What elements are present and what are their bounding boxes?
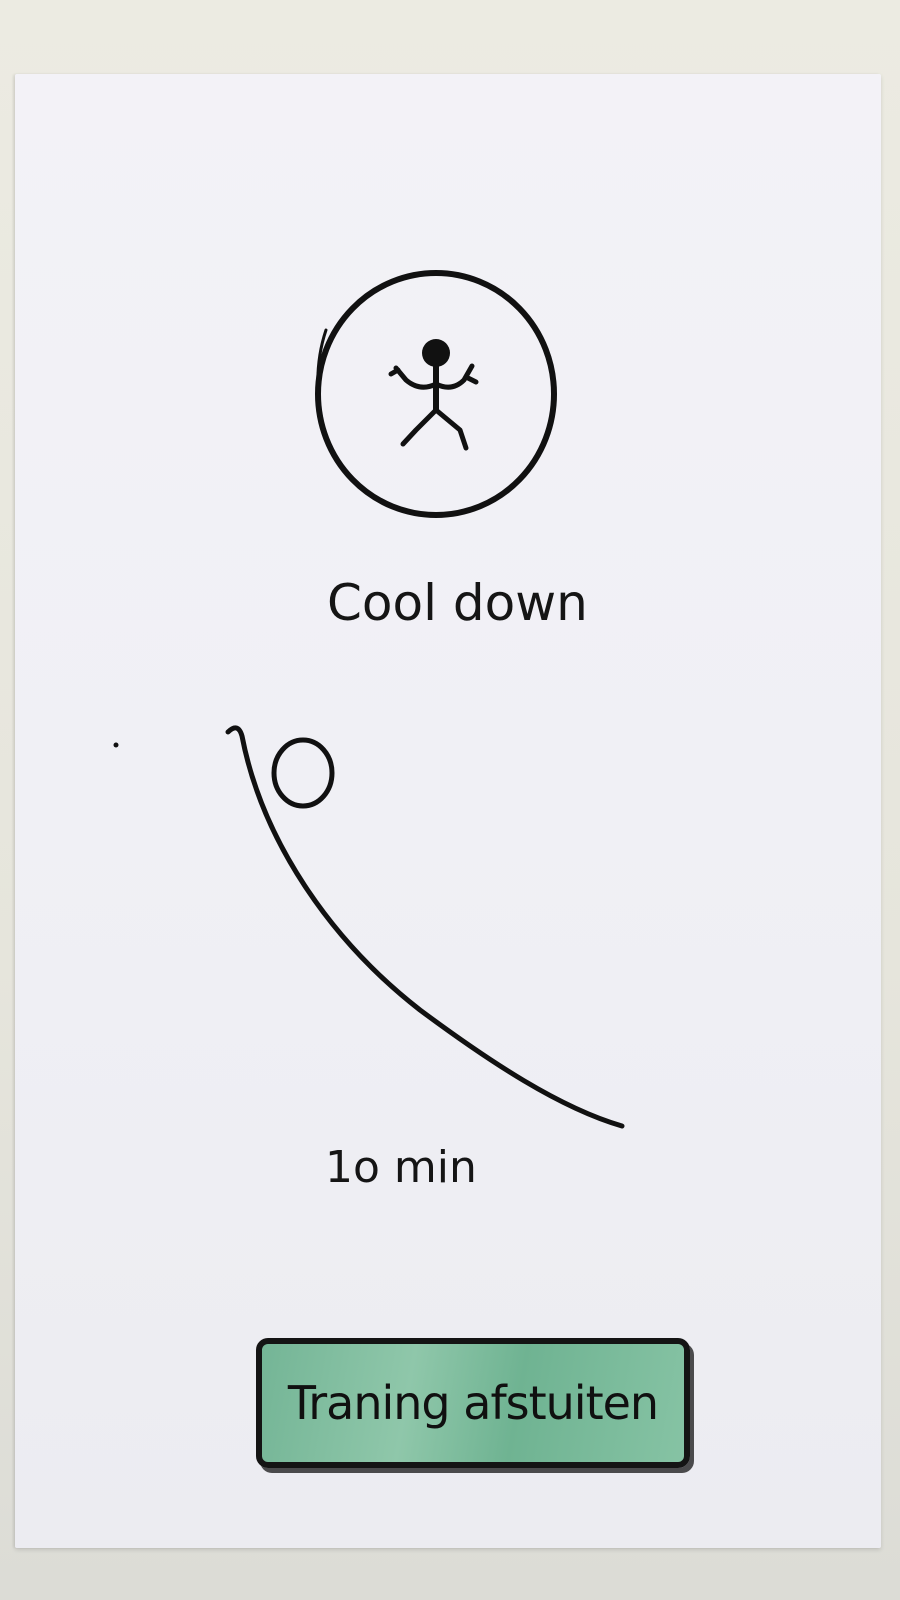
- timer-arc-icon: [113, 725, 625, 1129]
- finish-training-button[interactable]: Traning afstuiten: [256, 1338, 690, 1468]
- stick-figure-icon: [315, 270, 557, 518]
- finish-training-label: Traning afstuiten: [287, 1376, 659, 1430]
- screen-title: Cool down: [327, 574, 588, 632]
- duration-label: 1o min: [325, 1142, 477, 1193]
- paper-card: [15, 74, 881, 1548]
